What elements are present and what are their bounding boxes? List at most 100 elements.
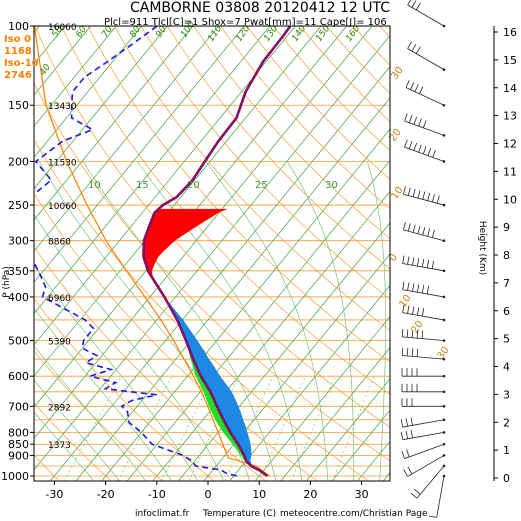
credit-left: infoclimat.fr [135,509,190,519]
wind-barb [402,255,446,273]
isotherm-line [34,26,219,252]
moist-adiabat [34,411,95,481]
cape-areas [143,208,255,468]
moist-adiabat [34,307,172,481]
wind-barb [401,442,446,459]
cape-area-blue [167,301,255,468]
height-tick-label: 14 [503,82,517,95]
wind-barb [400,417,446,428]
wind-barb-flag [410,492,418,499]
dry-adiabat [34,454,60,481]
wind-barb-dot [442,160,446,163]
parcel-line [34,26,270,477]
wind-barb-flag [412,283,415,292]
pressure-tick-label: 1000 [1,470,29,483]
height-tick-label: 11 [503,165,517,178]
plot-frame [33,25,391,482]
wind-barb-dot [442,474,446,478]
wind-barb-staff [404,120,445,136]
wind-barb-flag [400,431,404,440]
wind-barb-dot [442,442,446,446]
wind-barb-flag [404,139,408,148]
height-tick-label: 1 [503,444,510,457]
wind-barb [401,347,446,361]
isotherm-line [331,409,390,481]
dewpoint-line [34,26,237,477]
wind-barb-dot [442,134,446,137]
dry-adiabat [167,26,390,270]
isotherm-line [305,378,390,481]
height-tick-label: 13 [503,110,517,123]
wind-barb-flag [422,120,427,128]
wind-barb-flag [403,469,408,477]
wind-barb-flag [407,41,412,49]
pressure-tick-label: 900 [8,449,29,462]
isotherm-line [0,26,14,486]
isotherm-line [382,472,390,481]
wind-barb-staff [407,48,445,70]
wind-barb-flag [414,84,419,92]
wind-barb [405,80,446,107]
wind-barb-dot [442,24,446,28]
wind-barb-dot [442,418,446,422]
height-tick-label: 5 [503,333,510,346]
wind-barb [403,186,446,207]
isotherm-line [229,284,390,481]
wind-barb-dot [442,318,446,322]
wind-barb-flag [426,259,430,268]
pressure-tick-label: 100 [8,20,29,33]
isotherm-line [49,66,390,481]
temperature-line [142,26,291,477]
pressure-tick-label: 200 [8,155,29,168]
wind-barb-flag [427,228,431,237]
wind-barb-flag [401,328,404,337]
wind-barb [402,281,446,299]
wind-barb-flag [436,195,440,204]
isotherm-line [34,26,271,315]
pressure-tick-label: 800 [8,426,29,439]
wind-barb-flag [422,146,427,155]
wind-barb-flag [407,187,411,196]
chart-title: CAMBORNE 03808 20120412 12 UTC [130,0,390,16]
wind-barb-staff [402,263,445,272]
dry-adiabat [326,26,390,94]
dry-adiabat [34,246,267,481]
geopotential-label: 16060 [48,23,77,33]
moist-adiabat [137,161,303,481]
y-axis-label: P (hPa) [2,266,12,298]
isotherm-line [357,440,390,481]
wind-barb-flag [410,429,413,439]
mixing-ratio-line [332,376,375,481]
temperature-tick-label: 30 [355,488,369,501]
wind-barb-flag [417,284,420,293]
wind-barb-staff [405,87,445,106]
wind-barb [428,474,446,518]
wind-barb-flag [417,190,421,199]
pressure-tick-label: 250 [8,199,29,212]
wind-barb-flag [426,286,430,295]
wind-barb-dot [442,431,446,434]
x-axis-label: Temperature (C) [202,509,276,519]
isotherm-line [203,253,390,481]
wind-barb-flag [413,116,418,125]
wind-barb-flag [413,142,418,151]
pressure-tick-label: 600 [8,370,29,383]
isotherm-line [34,26,322,377]
wind-barb-flag [422,191,426,200]
geopotential-label: 8860 [48,238,71,248]
wind-barb-flag [403,222,406,230]
wind-barb [401,368,446,378]
wind-barb-flag [405,80,410,88]
pressure-tick-label: 300 [8,235,29,248]
wind-barb-flag [411,348,414,357]
wind-barb-flag [418,118,422,127]
dry-adiabat [352,26,390,66]
temperature-tick-label: -20 [97,488,115,501]
wind-barb-flag [406,347,409,356]
wind-barb-flag [404,113,408,122]
temperature-tick-label: 20 [303,488,317,501]
wind-barb-flag [416,348,419,357]
wind-barb-flag [402,255,405,264]
